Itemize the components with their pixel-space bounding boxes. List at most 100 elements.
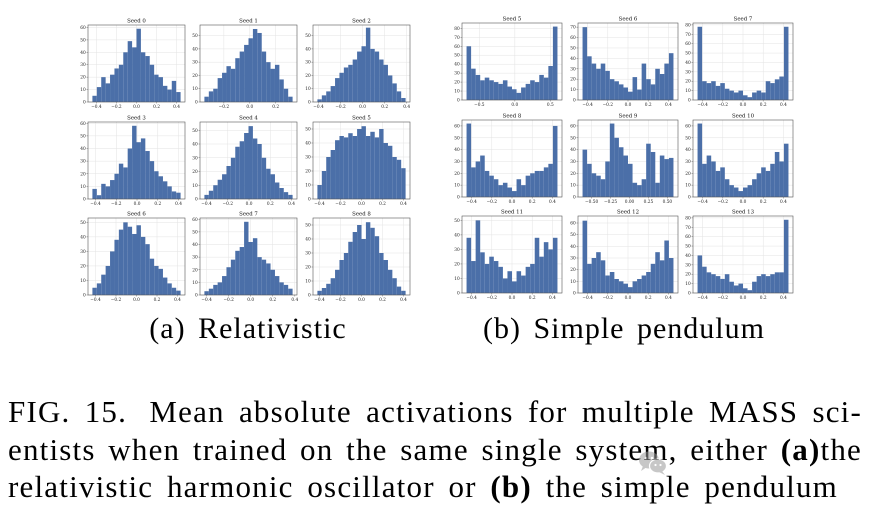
subplot-title: Seed 4 — [239, 115, 258, 121]
y-tick-label: 60 — [685, 124, 691, 129]
histogram-bar — [530, 263, 535, 293]
histogram-bar — [484, 170, 490, 197]
histogram-bar — [365, 27, 371, 102]
histogram-bar — [266, 168, 271, 199]
histogram-bar — [317, 185, 322, 199]
x-tick-label: 0.4 — [400, 298, 407, 303]
histogram-bar — [140, 236, 146, 295]
histogram-bar — [530, 80, 535, 100]
histogram-bar — [582, 149, 588, 197]
histogram-bar — [101, 274, 106, 295]
histogram-bar — [96, 283, 102, 295]
x-tick-label: 0.4 — [780, 103, 787, 108]
subplot-title: Seed 8 — [503, 113, 522, 119]
histogram-bar — [706, 272, 712, 293]
histogram-bar — [659, 260, 665, 293]
y-tick-label: 0 — [195, 101, 198, 106]
histogram-bar — [244, 133, 249, 199]
y-tick-label: 40 — [80, 51, 86, 56]
x-tick-label: −0.4 — [466, 296, 477, 301]
histogram-bar — [489, 80, 494, 100]
histogram-bar — [534, 237, 540, 293]
histogram-bar — [738, 283, 743, 293]
histogram-bar — [632, 182, 638, 197]
histogram-bar — [516, 271, 522, 293]
histogram-bar — [279, 79, 284, 102]
y-tick-label: 20 — [80, 76, 86, 81]
histogram-bar — [618, 281, 624, 293]
y-tick-label: 70 — [570, 26, 576, 31]
histogram-bar — [167, 89, 172, 102]
y-tick-label: 10 — [80, 88, 86, 93]
histogram-bar — [270, 68, 275, 102]
histogram-bar — [136, 28, 141, 103]
subplot-b-seed-10: −0.4 −0.2 0.0 0.2 0.4 0 10 20 30 40 50 60 Seed 10 — [685, 113, 794, 205]
subplot-title: Seed 3 — [127, 115, 146, 121]
histogram-bar — [110, 74, 115, 102]
histogram-bar — [176, 290, 181, 295]
y-tick-label: 10 — [305, 184, 311, 189]
histogram-bar — [774, 151, 780, 197]
histogram-bar — [525, 266, 531, 293]
histogram-bar — [548, 163, 553, 197]
histogram-bar — [339, 260, 344, 295]
y-tick-label: 10 — [192, 184, 198, 189]
histogram-bar — [650, 84, 656, 100]
y-tick-label: 50 — [454, 54, 460, 59]
histogram-bar — [235, 146, 240, 199]
y-tick-label: 70 — [685, 226, 691, 231]
histogram-bar — [335, 269, 340, 295]
histogram-bar — [348, 241, 353, 295]
histogram-bar — [489, 256, 494, 293]
y-tick-label: 30 — [685, 263, 691, 268]
histogram-bar — [208, 190, 214, 199]
y-tick-label: 10 — [192, 281, 198, 286]
histogram-bar — [543, 242, 549, 293]
histogram-bar — [239, 247, 245, 295]
x-tick-label: 0.0 — [358, 202, 365, 207]
histogram-bar — [123, 222, 128, 295]
histogram-bar — [213, 284, 218, 295]
histogram-bar — [623, 155, 628, 197]
y-tick-label: 10 — [570, 88, 576, 93]
histogram-bar — [720, 167, 725, 197]
histogram-bar — [123, 167, 128, 199]
x-tick-label: −0.50 — [585, 200, 598, 205]
histogram-bar — [326, 157, 331, 199]
subplot-title: Seed 5 — [503, 16, 522, 22]
histogram-bar — [724, 179, 730, 197]
y-tick-label: 10 — [454, 90, 460, 95]
histogram-bar — [383, 64, 388, 102]
histogram-bar — [543, 167, 549, 197]
histogram-bar — [317, 290, 322, 295]
histogram-bar — [365, 222, 371, 295]
histogram-bar — [123, 52, 128, 102]
histogram-bar — [738, 191, 743, 197]
y-tick-label: 50 — [80, 38, 86, 43]
caption-line-1-text: Mean absolute activations for multiple M… — [149, 394, 862, 429]
histogram-bar — [706, 83, 712, 100]
subplot-a-seed-2: −0.4 −0.2 0.0 0.2 0.4 0 10 20 30 40 50 Seed 2 — [305, 18, 410, 110]
histogram-bar — [650, 263, 656, 293]
histogram-bar — [587, 163, 592, 197]
caption-line-1: FIG. 15. Mean absolute activations for m… — [8, 393, 862, 431]
y-tick-label: 80 — [685, 23, 691, 28]
y-tick-label: 30 — [570, 67, 576, 72]
histogram-bar — [770, 163, 775, 197]
x-tick-label: 0.4 — [173, 105, 180, 110]
histogram-bar — [217, 179, 223, 199]
histogram-bar — [105, 265, 111, 295]
x-tick-label: 0.4 — [403, 105, 410, 110]
y-tick-label: 50 — [192, 34, 198, 39]
subplot-b-seed-9: −0.50 −0.25 0.00 0.25 0.50 0 10 20 30 40 50 60 Seed … — [570, 113, 679, 205]
histogram-bar — [724, 274, 730, 293]
histogram-bar — [521, 87, 526, 100]
histogram-bar — [609, 79, 615, 100]
histogram-bar — [140, 52, 146, 102]
histogram-bar — [274, 276, 280, 295]
x-tick-label: 0.2 — [645, 296, 652, 301]
subplot-title: Seed 7 — [734, 16, 753, 22]
histogram-bar — [392, 157, 397, 199]
histogram-bar — [502, 80, 508, 100]
x-tick-label: 0.0 — [134, 202, 141, 207]
